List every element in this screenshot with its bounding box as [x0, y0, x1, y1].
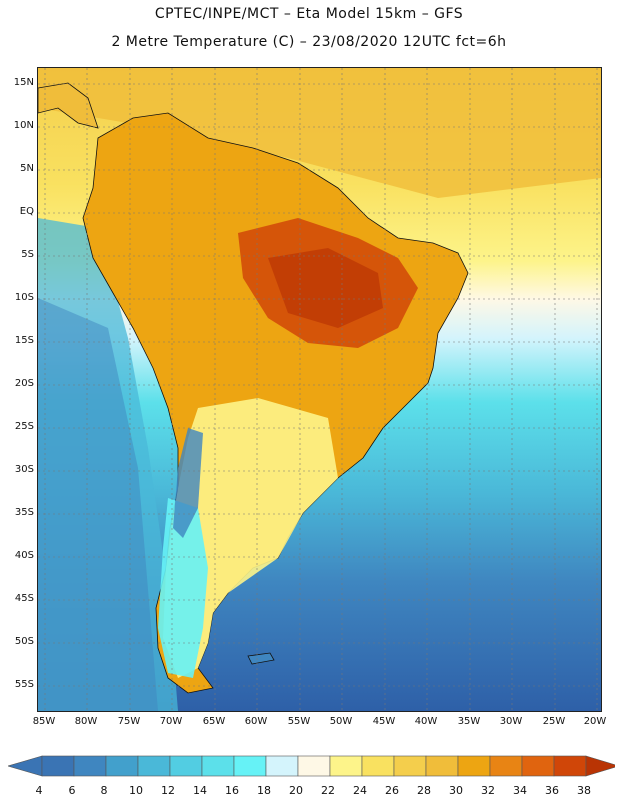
lon-label: 60W [244, 716, 268, 727]
grid-lines [38, 68, 601, 711]
colorbar-segment [137, 755, 171, 777]
colorbar-segment [297, 755, 331, 777]
falklands [247, 652, 275, 665]
chart-title-line1: CPTEC/INPE/MCT – Eta Model 15km – GFS [154, 6, 464, 22]
colorbar-label: 14 [193, 784, 207, 797]
lat-label: 30S [14, 464, 34, 475]
temperature-map [37, 67, 602, 712]
lat-label: 20S [14, 378, 34, 389]
lat-label: 10N [13, 120, 34, 131]
andes-cold [173, 428, 203, 538]
cool-south-land [163, 398, 338, 678]
lon-label: 80W [74, 716, 98, 727]
colorbar-label: 20 [289, 784, 303, 797]
colorbar-segment [489, 755, 523, 777]
lat-label: 25S [14, 421, 34, 432]
colorbar-arrow-low [8, 755, 43, 777]
colorbar-label: 10 [129, 784, 143, 797]
lon-label: 20W [583, 716, 607, 727]
lon-label: 45W [372, 716, 396, 727]
colorbar-label: 12 [161, 784, 175, 797]
lon-label: 85W [32, 716, 56, 727]
colorbar-label: 28 [417, 784, 431, 797]
colorbar-segment [329, 755, 363, 777]
lon-label: 25W [542, 716, 566, 727]
colorbar-segment [393, 755, 427, 777]
lon-label: 65W [202, 716, 226, 727]
caribbean-warm [38, 68, 601, 198]
lon-label: 75W [117, 716, 141, 727]
colorbar-segment [361, 755, 395, 777]
lat-label: 15S [14, 335, 34, 346]
colorbar-segment [553, 755, 587, 777]
colorbar-label: 16 [225, 784, 239, 797]
lon-label: 55W [287, 716, 311, 727]
lat-label: EQ [19, 206, 34, 217]
lon-label: 40W [414, 716, 438, 727]
lon-label: 30W [499, 716, 523, 727]
chart-title-line2: 2 Metre Temperature (C) – 23/08/2020 12U… [111, 34, 507, 50]
lat-label: 5S [21, 249, 34, 260]
lon-label: 35W [457, 716, 481, 727]
lon-label: 50W [329, 716, 353, 727]
colorbar-segment [265, 755, 299, 777]
lon-label: 70W [159, 716, 183, 727]
colorbar-segment [73, 755, 107, 777]
colorbar [8, 755, 615, 777]
colorbar-label: 22 [321, 784, 335, 797]
colorbar-segment [41, 755, 75, 777]
lat-label: 15N [13, 77, 34, 88]
lat-label: 40S [14, 550, 34, 561]
colorbar-segment [105, 755, 139, 777]
hot-core-2 [268, 248, 383, 328]
lat-label: 5N [20, 163, 34, 174]
colorbar-label: 8 [100, 784, 108, 797]
lat-label: 10S [14, 292, 34, 303]
central-america [38, 82, 99, 129]
cold-patagonia [158, 498, 208, 678]
colorbar-label: 6 [68, 784, 76, 797]
colorbar-segment [201, 755, 235, 777]
colorbar-label: 26 [385, 784, 399, 797]
pacific-cool-band [38, 298, 158, 711]
lat-label: 50S [14, 636, 34, 647]
colorbar-label: 30 [449, 784, 463, 797]
lat-label: 55S [14, 679, 34, 690]
colorbar-label: 18 [257, 784, 271, 797]
colorbar-label: 38 [577, 784, 591, 797]
colorbar-segment [233, 755, 267, 777]
colorbar-segment [425, 755, 459, 777]
colorbar-segment [169, 755, 203, 777]
colorbar-label: 34 [513, 784, 527, 797]
colorbar-label: 4 [35, 784, 43, 797]
colorbar-label: 24 [353, 784, 367, 797]
colorbar-arrow-high [585, 755, 615, 777]
lat-label: 35S [14, 507, 34, 518]
colorbar-segment [521, 755, 555, 777]
colorbar-label: 32 [481, 784, 495, 797]
lat-label: 45S [14, 593, 34, 604]
colorbar-label: 36 [545, 784, 559, 797]
colorbar-segment [457, 755, 491, 777]
